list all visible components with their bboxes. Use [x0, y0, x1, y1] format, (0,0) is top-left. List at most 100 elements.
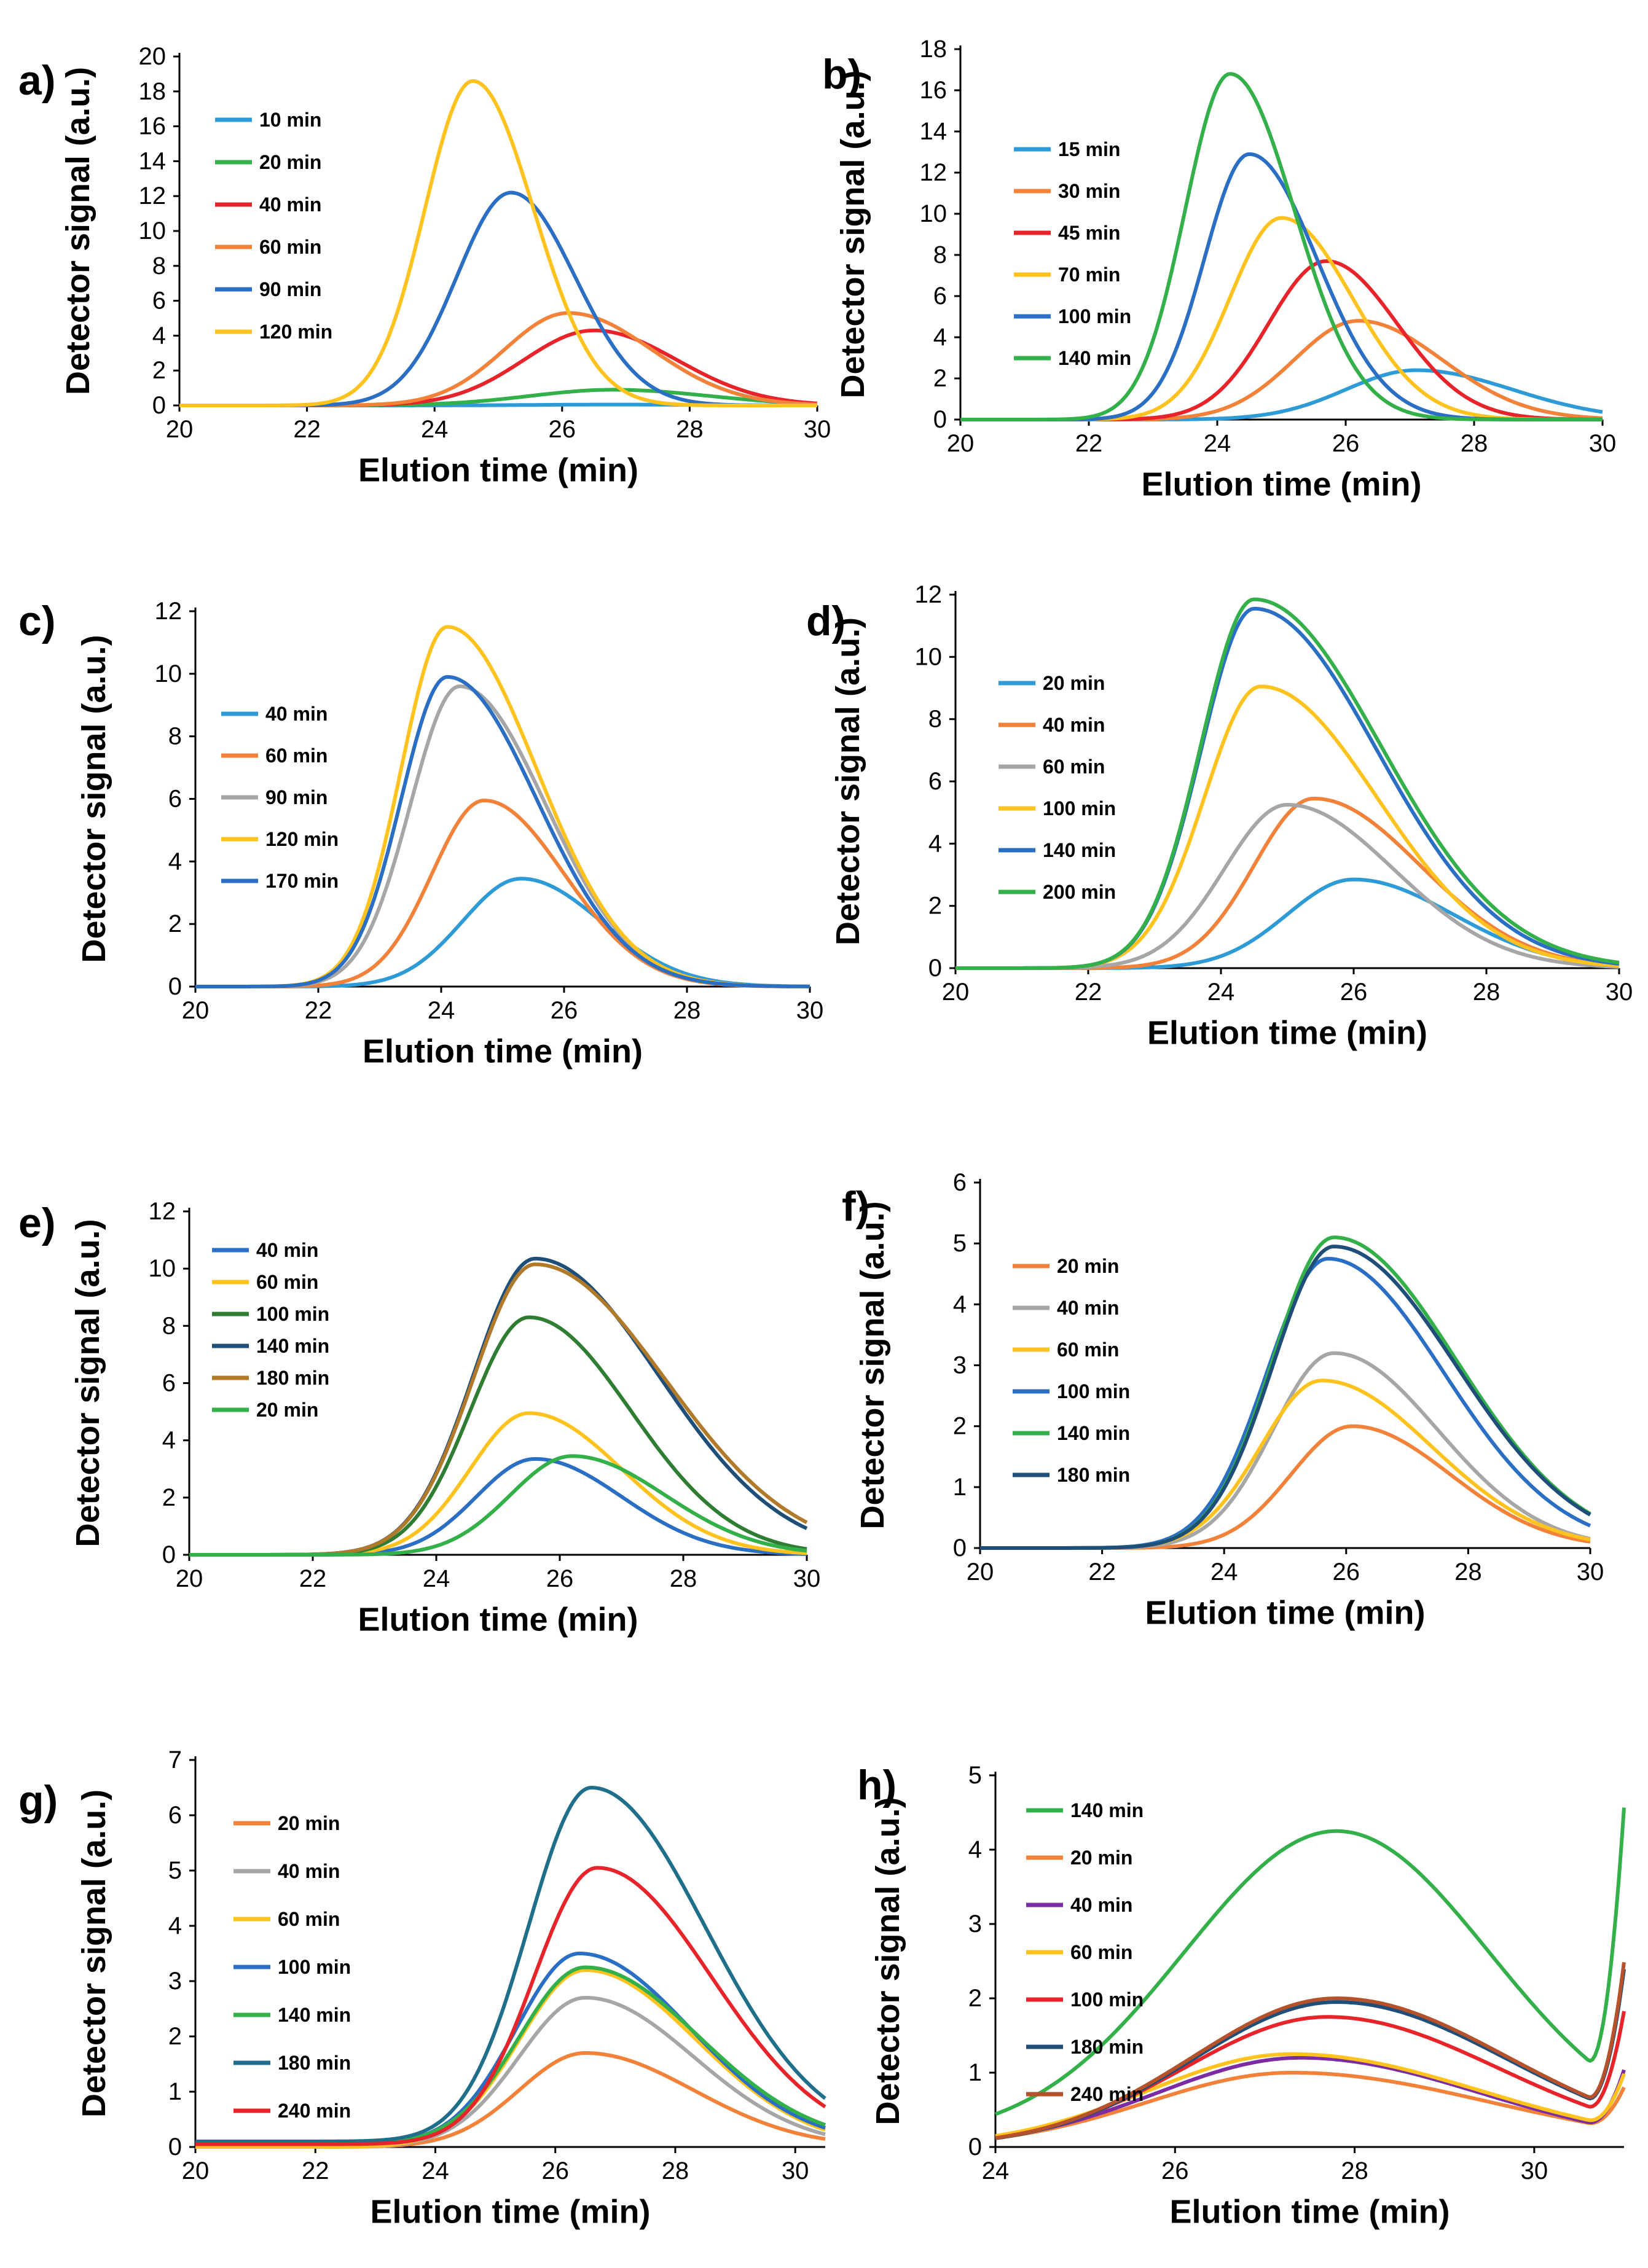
panel-label: e) [18, 1200, 55, 1246]
legend-entry: 15 min [1058, 138, 1120, 160]
x-tick-label: 28 [1473, 979, 1501, 1006]
legend-entry: 40 min [1070, 1894, 1132, 1916]
legend-entry: 240 min [1070, 2083, 1144, 2105]
legend-entry: 100 min [1070, 1988, 1144, 2011]
series-line-60-min [189, 1411, 807, 1557]
x-tick-label: 28 [676, 416, 704, 443]
y-tick-label: 0 [168, 973, 182, 1000]
legend-entry: 180 min [278, 2052, 351, 2074]
y-axis-title: Detector signal (a.u.) [854, 1201, 891, 1529]
x-tick-label: 24 [1210, 1558, 1238, 1586]
x-tick-label: 26 [546, 1565, 574, 1592]
legend-entry: 20 min [259, 151, 321, 173]
series-line-120-min [179, 79, 817, 407]
y-tick-label: 8 [168, 723, 182, 750]
x-axis-title: Elution time (min) [1142, 466, 1422, 502]
x-axis-title: Elution time (min) [1147, 1014, 1427, 1051]
y-axis-title: Detector signal (a.u.) [76, 635, 112, 963]
x-tick-label: 26 [541, 2157, 569, 2184]
x-axis-title: Elution time (min) [1170, 2193, 1450, 2230]
x-tick-label: 24 [423, 1565, 450, 1592]
legend-entry: 180 min [256, 1367, 329, 1389]
y-tick-label: 0 [168, 2133, 182, 2160]
x-axis-title: Elution time (min) [358, 452, 638, 488]
y-tick-label: 4 [933, 324, 947, 351]
y-tick-label: 20 [139, 43, 167, 70]
legend-entry: 45 min [1058, 222, 1120, 244]
legend-entry: 20 min [1070, 1847, 1132, 1869]
y-tick-label: 10 [920, 200, 948, 227]
x-tick-label: 20 [942, 979, 970, 1006]
y-tick-label: 12 [155, 598, 182, 625]
legend-entry: 20 min [1057, 1255, 1119, 1277]
x-tick-label: 22 [1088, 1558, 1116, 1586]
y-tick-label: 12 [915, 581, 943, 608]
x-tick-label: 26 [1161, 2157, 1189, 2184]
x-tick-label: 30 [1606, 979, 1633, 1006]
x-tick-label: 20 [182, 997, 210, 1024]
legend-entry: 120 min [259, 321, 332, 343]
x-tick-label: 30 [796, 997, 824, 1024]
y-tick-label: 8 [162, 1312, 176, 1339]
panel-label: d) [806, 598, 846, 644]
legend-entry: 40 min [278, 1860, 340, 1882]
x-tick-label: 30 [804, 416, 831, 443]
y-tick-label: 0 [162, 1541, 176, 1568]
x-tick-label: 24 [428, 997, 455, 1024]
y-tick-label: 0 [953, 1535, 967, 1562]
panel-label: h) [857, 1762, 897, 1809]
legend-entry: 100 min [256, 1303, 329, 1325]
y-tick-label: 0 [928, 955, 942, 982]
x-tick-label: 26 [1333, 1558, 1360, 1586]
x-tick-label: 20 [166, 416, 194, 443]
series-line-170-min [195, 675, 810, 988]
series-line-140-min [994, 1807, 1626, 2116]
x-tick-label: 30 [1577, 1558, 1604, 1586]
legend-entry: 40 min [259, 194, 321, 216]
panel-label: f) [842, 1183, 869, 1230]
series-line-20-min [995, 2071, 1626, 2140]
y-tick-label: 10 [139, 217, 167, 244]
x-tick-label: 22 [305, 997, 332, 1024]
series-line-20-min [980, 1424, 1591, 1550]
legend-entry: 40 min [1057, 1297, 1119, 1319]
y-tick-label: 14 [920, 118, 948, 145]
y-tick-label: 4 [168, 848, 182, 875]
y-tick-label: 8 [152, 252, 166, 280]
series-line-240-min [195, 1866, 826, 2146]
x-tick-label: 26 [551, 997, 578, 1024]
y-tick-label: 3 [953, 1352, 967, 1379]
y-tick-label: 18 [139, 78, 167, 105]
series-line-200-min [955, 597, 1620, 970]
legend-entry: 20 min [1043, 672, 1105, 694]
legend-entry: 140 min [278, 2004, 351, 2026]
y-tick-label: 4 [953, 1291, 967, 1318]
panel-label: a) [18, 57, 55, 104]
x-tick-label: 24 [1204, 430, 1231, 457]
y-tick-label: 12 [920, 159, 948, 186]
legend-entry: 20 min [256, 1399, 318, 1421]
x-tick-label: 28 [1461, 430, 1488, 457]
legend-entry: 40 min [1043, 714, 1105, 736]
x-tick-label: 26 [1332, 430, 1360, 457]
series-line-180-min [195, 1786, 826, 2143]
legend-entry: 180 min [1057, 1464, 1130, 1486]
y-tick-label: 3 [168, 1968, 182, 1995]
y-tick-label: 8 [928, 706, 942, 733]
series-line-30-min [960, 319, 1603, 421]
y-tick-label: 5 [968, 1762, 982, 1789]
y-tick-label: 16 [920, 77, 948, 104]
legend-entry: 10 min [259, 109, 321, 131]
y-tick-label: 2 [928, 893, 942, 920]
legend-entry: 60 min [259, 236, 321, 258]
y-tick-label: 10 [915, 643, 943, 670]
legend-entry: 140 min [1057, 1422, 1130, 1444]
y-tick-label: 10 [155, 660, 182, 687]
legend-entry: 120 min [265, 828, 339, 850]
x-tick-label: 24 [1207, 979, 1235, 1006]
x-axis-title: Elution time (min) [1145, 1594, 1426, 1631]
y-tick-label: 1 [953, 1474, 967, 1501]
x-tick-label: 30 [1589, 430, 1617, 457]
